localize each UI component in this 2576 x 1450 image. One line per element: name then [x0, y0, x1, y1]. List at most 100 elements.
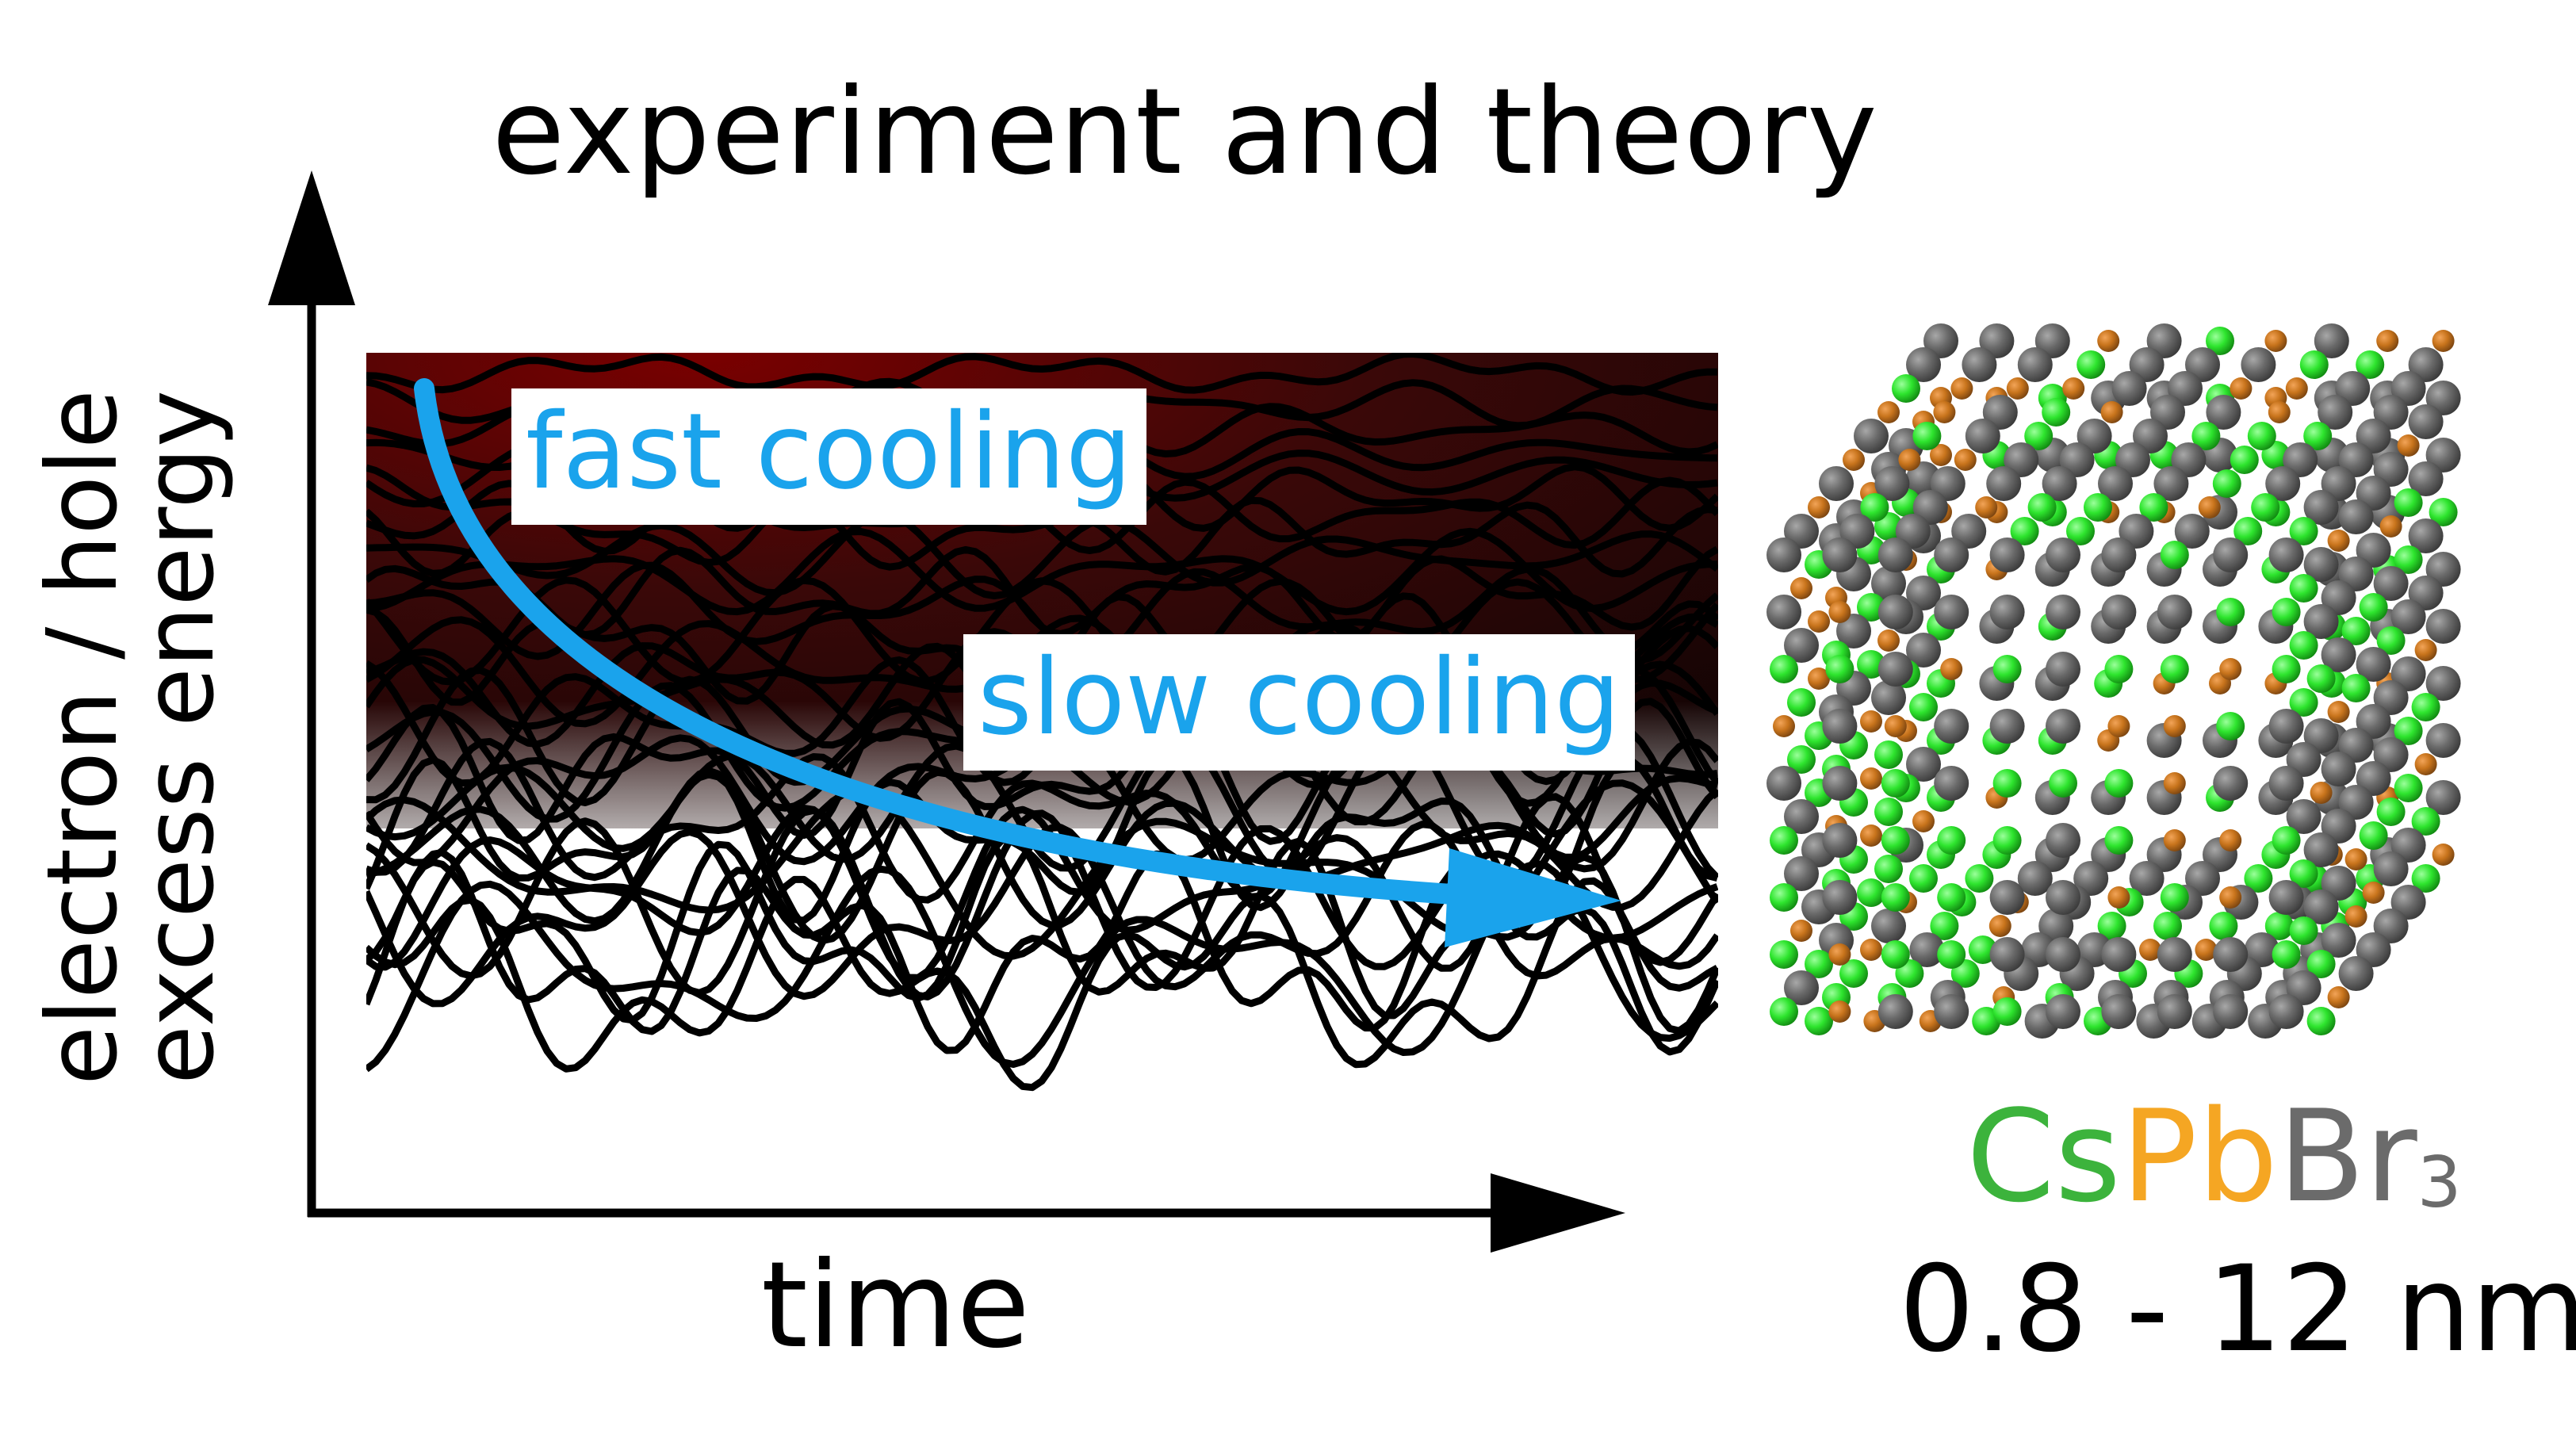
cs-atom [1871, 566, 1906, 601]
pb-atom [1860, 824, 1882, 847]
pb-atom [1828, 943, 1851, 966]
cs-atom [2241, 347, 2276, 382]
pb-atom [1773, 715, 1795, 737]
br-atom [2104, 769, 2134, 798]
cs-atom [1906, 347, 1941, 382]
br-atom [1839, 959, 1868, 988]
cs-atom [2408, 404, 2444, 439]
br-atom [2299, 350, 2329, 379]
br-atom [1881, 940, 1910, 969]
pb-atom [1808, 668, 1830, 690]
br-atom [2160, 883, 2189, 912]
cs-atom [1822, 880, 1858, 915]
energy-level-curve [366, 875, 1718, 1092]
br-atom [1992, 769, 2022, 798]
pb-atom [2097, 330, 2120, 352]
br-atom [2160, 541, 2189, 569]
cs-atom [2321, 923, 2356, 958]
br-atom [2216, 712, 2245, 740]
cs-atom [2321, 752, 2356, 786]
formula-subscript: 3 [2417, 1142, 2462, 1223]
pb-atom [1898, 449, 1921, 471]
cs-atom [1934, 766, 1969, 801]
br-atom [2049, 769, 2077, 798]
pb-atom [2219, 829, 2242, 851]
cs-atom [2390, 599, 2426, 634]
y-axis-arrowhead [268, 170, 355, 305]
pb-atom [1860, 767, 1882, 790]
br-atom [2153, 912, 2182, 940]
cs-atom [2408, 518, 2444, 553]
br-atom [2394, 717, 2423, 745]
cs-atom [1766, 766, 1801, 801]
br-atom [2359, 821, 2388, 850]
br-atom [1770, 826, 1798, 855]
cs-atom [2213, 994, 2249, 1029]
br-atom [2024, 422, 2054, 450]
pb-atom [2163, 772, 2186, 794]
cs-atom [1989, 709, 2025, 744]
pb-atom [2379, 515, 2402, 538]
pb-atom [2006, 377, 2029, 400]
energy-level-curve [366, 768, 1718, 944]
pb-atom [2414, 639, 2437, 661]
pb-atom [2310, 782, 2333, 804]
y-axis-label: electron / hole excess energy [26, 389, 235, 1085]
pb-atom [1877, 401, 1900, 423]
pb-atom [2327, 986, 2350, 1008]
br-atom [1787, 688, 1816, 717]
br-atom [1881, 883, 1910, 912]
br-atom [2251, 493, 2280, 522]
pb-atom [2268, 401, 2291, 423]
energy-level-curve [366, 806, 1718, 1000]
pb-atom [2219, 658, 2242, 680]
cs-atom [1871, 680, 1906, 715]
br-atom [2160, 655, 2189, 683]
cs-atom [2101, 595, 2137, 629]
cs-atom [1877, 652, 1913, 687]
pb-atom [1933, 401, 1956, 423]
cs-atom [2338, 499, 2374, 534]
br-atom [2272, 598, 2301, 626]
cs-atom [2046, 937, 2080, 972]
formula-br: Br [2278, 1082, 2417, 1230]
br-atom [1892, 374, 1920, 403]
size-range: 0.8 - 12 nm [1899, 1241, 2576, 1379]
br-atom [1874, 855, 1903, 883]
cs-atom [2174, 514, 2210, 549]
br-atom [1968, 935, 1997, 964]
cs-atom [2425, 666, 2461, 701]
br-atom [1909, 693, 1938, 721]
cs-atom [2286, 799, 2321, 834]
pb-atom [1940, 658, 1963, 680]
cs-atom [1874, 466, 1910, 501]
cooling-arrow [414, 378, 1517, 908]
cs-atom [1822, 766, 1858, 801]
pb-atom [2285, 377, 2308, 400]
cs-atom [2425, 780, 2461, 815]
cs-atom [2157, 937, 2192, 972]
cs-atom [2046, 709, 2080, 744]
pb-atom [2100, 401, 2123, 423]
br-atom [2376, 626, 2406, 655]
br-atom [2027, 493, 2057, 522]
br-atom [2289, 517, 2318, 545]
cs-atom [2268, 709, 2304, 744]
br-atom [1770, 883, 1798, 912]
x-axis-label: time [761, 1237, 1030, 1375]
cs-atom [1965, 419, 2000, 453]
pb-atom [1884, 715, 1907, 737]
cs-atom [2303, 890, 2339, 924]
cs-atom [2129, 861, 2165, 896]
cs-atom [2303, 547, 2339, 582]
br-atom [2359, 593, 2388, 622]
cs-atom [2042, 466, 2077, 501]
cs-atom [2153, 466, 2189, 501]
br-atom [1937, 940, 1966, 969]
cs-atom [2303, 490, 2339, 525]
br-atom [2066, 517, 2095, 545]
br-atom [2139, 493, 2168, 522]
cs-atom [2213, 538, 2249, 572]
pb-atom [1975, 496, 1998, 518]
br-atom [2230, 446, 2259, 474]
